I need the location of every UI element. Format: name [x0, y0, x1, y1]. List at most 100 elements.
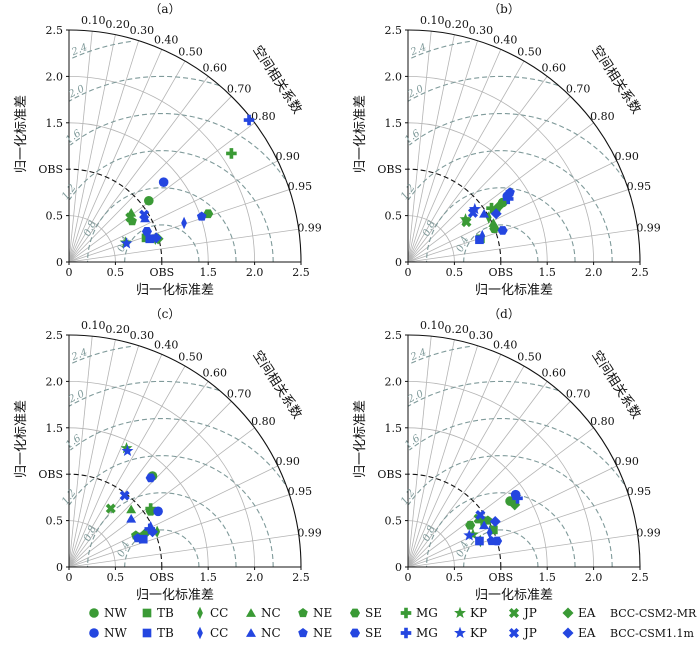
point-ea — [493, 200, 505, 212]
rms-arc — [69, 150, 274, 263]
corr-tick-label: 0.40 — [154, 338, 179, 351]
point-nc — [126, 504, 137, 514]
x-tick-label: 1.5 — [538, 571, 556, 584]
point-se — [489, 224, 500, 233]
legend-region-label: TB — [157, 626, 174, 640]
corr-tick-label: 0.10 — [81, 14, 106, 27]
corr-radial-line — [407, 60, 525, 263]
point-jp — [461, 217, 472, 228]
y-tick-label: 1.5 — [46, 117, 64, 130]
corr-radial-line — [68, 228, 299, 263]
corr-tick-label: 0.95 — [627, 180, 652, 193]
panel-label: （a） — [149, 2, 180, 16]
x-tick-label: 2.0 — [246, 266, 264, 279]
point-nc — [479, 520, 490, 530]
corr-radial-line — [407, 160, 617, 263]
corr-tick-label: 0.40 — [493, 33, 518, 46]
corr-tick-label: 0.99 — [297, 527, 322, 540]
y-tick-label: 2.5 — [385, 329, 403, 342]
corr-tick-label: 0.50 — [178, 46, 203, 59]
y-axis-title: 归一化标准差 — [14, 95, 29, 173]
corr-radial-line — [68, 60, 186, 263]
point-kp — [120, 237, 133, 249]
corr-radial-line — [68, 49, 163, 263]
taylor-panel-c: 0.10 0.20 0.300.400.500.600.700.800.900.95… — [14, 307, 322, 603]
y-tick-label: 1.5 — [385, 117, 403, 130]
rms-arc — [409, 112, 625, 180]
point-nw — [144, 195, 154, 206]
corr-tick-label: 0.90 — [275, 150, 300, 163]
y-tick-label: 2.0 — [385, 70, 403, 83]
legend-marker-kp — [454, 626, 466, 639]
panel-label: （c） — [150, 307, 181, 321]
corr-radial-line — [407, 381, 548, 568]
corr-radial-line — [407, 427, 594, 568]
y-tick-label: 1.5 — [46, 422, 64, 435]
rms-label: 0.8 — [421, 524, 438, 543]
corr-tick-label: 0.40 — [493, 338, 518, 351]
point-jp — [119, 490, 130, 501]
corr-radial-line — [407, 122, 594, 263]
legend-marker-kp — [454, 606, 466, 619]
corr-axis-title: 空间相关系数 — [249, 43, 304, 117]
rms-arc — [87, 187, 237, 263]
corr-tick-label: 0.50 — [517, 351, 542, 364]
corr-radial-line — [68, 365, 186, 568]
point-ea — [489, 516, 501, 528]
y-tick-label: 2.0 — [46, 375, 64, 388]
rms-label: 2.4 — [69, 42, 89, 58]
x-axis-title: 归一化标准差 — [136, 283, 214, 298]
legend-marker-cc — [197, 626, 203, 640]
rms-arc — [407, 75, 559, 102]
legend-marker-mg — [400, 607, 412, 619]
rms-arc — [409, 417, 625, 485]
point-nc — [479, 208, 490, 218]
corr-tick-label: 0.90 — [275, 455, 300, 468]
legend-model-label: BCC-CSM1.1m — [610, 627, 695, 640]
legend-region-label: SE — [365, 606, 382, 620]
x-tick-label: 0.5 — [107, 571, 125, 584]
corr-radial-line — [407, 228, 638, 263]
legend-marker-ea — [562, 607, 574, 619]
corr-radial-line — [68, 336, 93, 568]
legend-marker-se — [349, 608, 361, 618]
x-axis-title: 归一化标准差 — [136, 588, 214, 603]
corr-radial-line — [407, 40, 478, 263]
panel-label: （b） — [488, 2, 520, 16]
point-ea — [490, 208, 502, 220]
x-axis-title: 归一化标准差 — [475, 588, 553, 603]
corr-radial-line — [68, 122, 255, 263]
std-arc — [68, 122, 209, 263]
std-arc — [407, 122, 548, 263]
point-nw — [153, 506, 163, 517]
corr-tick-label: 0.20 — [105, 18, 130, 31]
y-axis-title: 归一化标准差 — [353, 400, 368, 478]
corr-tick-label: 0.20 — [444, 18, 469, 31]
corr-tick-label: 0.10 — [420, 319, 445, 332]
legend-region-label: JP — [522, 626, 537, 640]
outer-arc — [407, 334, 641, 568]
point-mg — [486, 202, 497, 214]
y-tick-label: 0.5 — [46, 210, 64, 223]
point-kp — [463, 529, 476, 541]
legend-marker-mg — [400, 627, 412, 639]
legend-region-label: MG — [416, 626, 438, 640]
rms-arc — [463, 224, 539, 263]
rms-arc — [70, 345, 131, 365]
corr-tick-label: 0.80 — [590, 110, 615, 123]
corr-tick-label: 0.90 — [614, 150, 639, 163]
corr-radial-line — [407, 533, 638, 568]
corr-radial-line — [407, 96, 571, 263]
corr-tick-label: 0.80 — [251, 415, 276, 428]
point-tb — [145, 234, 155, 244]
corr-radial-line — [407, 339, 455, 568]
corr-tick-label: 0.99 — [297, 222, 322, 235]
rms-label: 0.4 — [455, 235, 472, 254]
corr-radial-line — [68, 40, 139, 263]
legend-model-label: BCC-CSM2-MR — [610, 607, 697, 620]
legend-region-label: KP — [470, 626, 487, 640]
x-tick-label: 1.5 — [199, 266, 217, 279]
x-tick-label: OBS — [149, 266, 174, 279]
point-mg — [512, 493, 523, 504]
corr-radial-line — [68, 354, 163, 568]
